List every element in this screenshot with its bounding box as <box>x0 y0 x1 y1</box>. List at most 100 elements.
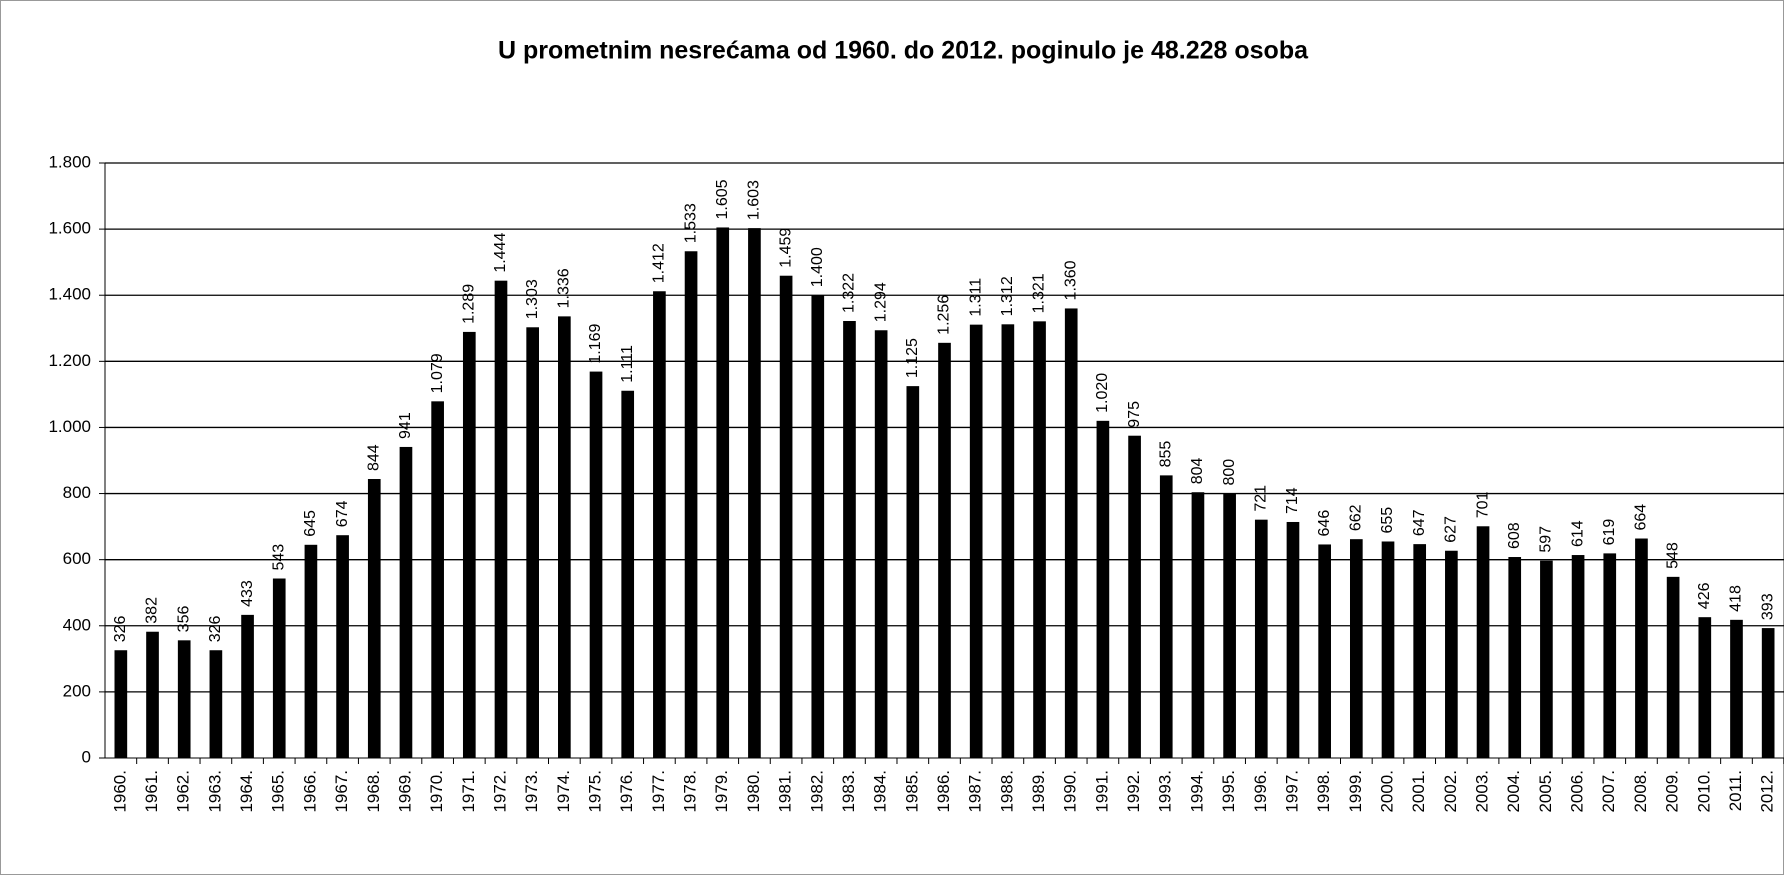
value-label: 1.603 <box>746 180 763 220</box>
bar <box>779 275 793 758</box>
value-label: 645 <box>302 510 319 537</box>
bar <box>1286 521 1300 758</box>
x-tick-label: 1968. <box>364 770 383 813</box>
y-tick-label: 400 <box>63 615 91 634</box>
bar <box>1445 550 1458 758</box>
x-tick-label: 1995. <box>1219 770 1238 813</box>
x-tick-label: 2006. <box>1568 770 1587 813</box>
x-tick-label: 1961. <box>142 770 161 813</box>
bar <box>716 227 730 759</box>
x-tick-label: 1982. <box>807 770 826 813</box>
x-tick-label: 1970. <box>427 770 446 813</box>
x-tick-label: 1966. <box>300 770 319 813</box>
bar <box>1096 420 1110 758</box>
x-tick-label: 1996. <box>1251 770 1270 813</box>
bar <box>906 386 920 758</box>
y-tick-label: 1.200 <box>48 351 91 370</box>
x-tick-label: 1976. <box>617 770 636 813</box>
x-tick-label: 2008. <box>1631 770 1650 813</box>
bar <box>209 650 223 758</box>
x-tick-label: 1965. <box>269 770 288 813</box>
x-tick-label: 1986. <box>934 770 953 813</box>
value-label: 844 <box>365 444 382 471</box>
x-tick-label: 2001. <box>1409 770 1428 813</box>
value-label: 647 <box>1411 509 1428 536</box>
value-label: 1.020 <box>1094 373 1111 413</box>
x-tick-label: 1981. <box>776 770 795 813</box>
bar <box>621 390 635 758</box>
bar <box>1761 628 1775 758</box>
value-label: 714 <box>1284 487 1301 514</box>
bar <box>1540 560 1553 758</box>
x-tick-label: 1983. <box>839 770 858 813</box>
x-tick-label: 2012. <box>1758 770 1777 813</box>
value-label: 543 <box>270 544 287 571</box>
x-tick-label: 1973. <box>522 770 541 813</box>
x-tick-label: 1963. <box>205 770 224 813</box>
x-tick-label: 2003. <box>1473 770 1492 813</box>
value-label: 1.412 <box>651 243 668 283</box>
y-tick-label: 1.000 <box>48 417 91 436</box>
bar <box>589 371 603 758</box>
value-label: 393 <box>1759 593 1776 620</box>
x-tick-label: 1985. <box>902 770 921 813</box>
value-label: 1.533 <box>682 203 699 243</box>
x-tick-label: 1999. <box>1346 770 1365 813</box>
bar <box>558 316 571 758</box>
x-tick-label: 1977. <box>649 770 668 813</box>
value-label: 664 <box>1633 504 1650 531</box>
value-label: 975 <box>1126 401 1143 428</box>
value-label: 356 <box>175 606 192 633</box>
value-label: 608 <box>1506 522 1523 549</box>
x-tick-label: 1964. <box>237 770 256 813</box>
value-label: 1.169 <box>587 323 604 363</box>
value-label: 619 <box>1601 519 1618 546</box>
bar <box>1571 555 1585 758</box>
bar <box>811 295 825 758</box>
bar <box>1730 619 1743 758</box>
value-label: 614 <box>1569 520 1586 547</box>
bar <box>1508 557 1522 758</box>
bar <box>1254 519 1268 758</box>
x-tick-label: 1989. <box>1029 770 1048 813</box>
value-label: 433 <box>239 580 256 607</box>
value-label: 1.289 <box>461 284 478 324</box>
value-label: 326 <box>112 615 129 642</box>
bar <box>431 401 444 758</box>
x-tick-label: 2007. <box>1599 770 1618 813</box>
bar <box>1033 321 1046 758</box>
x-tick-label: 1994. <box>1187 770 1206 813</box>
bar <box>114 650 128 758</box>
bar <box>1191 492 1205 758</box>
x-tick-label: 1969. <box>395 770 414 813</box>
value-label: 1.400 <box>809 247 826 287</box>
bar <box>1603 553 1617 758</box>
value-label: 548 <box>1664 542 1681 569</box>
bar <box>1128 435 1141 758</box>
value-label: 1.336 <box>556 268 573 308</box>
value-label: 804 <box>1189 457 1206 484</box>
bar <box>1698 617 1712 758</box>
bar <box>304 544 318 758</box>
chart-title: U prometnim nesrećama od 1960. do 2012. … <box>498 37 1309 65</box>
bar <box>336 535 349 758</box>
value-label: 655 <box>1379 507 1396 534</box>
bar <box>494 280 508 758</box>
x-tick-label: 1988. <box>997 770 1016 813</box>
y-tick-label: 1.800 <box>48 152 91 171</box>
x-tick-label: 2010. <box>1694 770 1713 813</box>
value-label: 1.294 <box>872 282 889 322</box>
bar <box>1001 324 1015 758</box>
value-label: 1.459 <box>777 228 794 268</box>
x-tick-label: 1992. <box>1124 770 1143 813</box>
bar <box>843 321 856 758</box>
bar <box>1318 544 1331 758</box>
bar <box>748 228 761 758</box>
x-tick-label: 1997. <box>1282 770 1301 813</box>
bar <box>1666 576 1680 758</box>
bar <box>874 330 888 758</box>
x-tick-label: 1960. <box>110 770 129 813</box>
bar <box>1635 538 1648 758</box>
x-tick-label: 2004. <box>1504 770 1523 813</box>
